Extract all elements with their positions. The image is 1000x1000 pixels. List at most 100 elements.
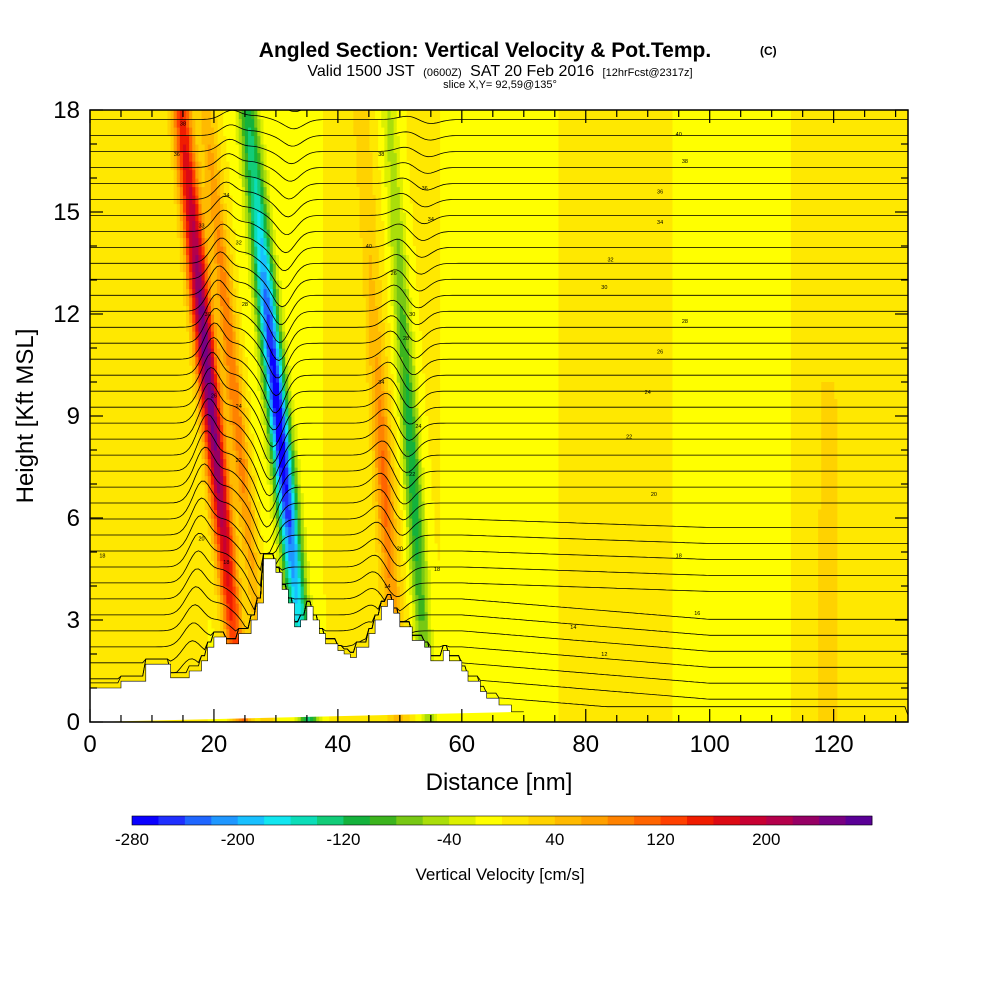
velocity-cell (449, 441, 454, 451)
velocity-cell (316, 458, 320, 468)
velocity-cell (412, 484, 416, 494)
velocity-cell (241, 254, 246, 264)
velocity-cell (319, 220, 323, 230)
velocity-cell (306, 441, 311, 451)
velocity-cell (263, 246, 268, 256)
velocity-cell (316, 450, 320, 460)
velocity-cell (223, 526, 227, 536)
velocity-cell (229, 127, 234, 137)
velocity-cell (421, 518, 426, 528)
velocity-cell (384, 144, 389, 154)
velocity-cell (198, 280, 203, 290)
velocity-cell (399, 280, 404, 290)
velocity-cell (235, 348, 240, 358)
velocity-cell (257, 407, 262, 417)
velocity-cell (282, 212, 286, 222)
velocity-cell (303, 611, 308, 621)
velocity-cell (192, 237, 196, 247)
velocity-cell (288, 416, 292, 426)
velocity-cell (443, 365, 447, 375)
velocity-cell (217, 594, 221, 604)
velocity-cell (303, 178, 308, 188)
velocity-cell (285, 305, 289, 315)
velocity-cell (313, 433, 317, 443)
velocity-cell (387, 212, 392, 222)
velocity-cell (260, 229, 265, 239)
velocity-cell (409, 501, 413, 511)
velocity-cell (402, 212, 407, 222)
velocity-cell (381, 152, 385, 162)
velocity-cell (418, 407, 423, 417)
velocity-cell (210, 127, 215, 137)
velocity-cell (316, 467, 320, 477)
velocity-cell (449, 373, 454, 383)
velocity-cell (437, 577, 441, 587)
velocity-cell (409, 314, 413, 324)
velocity-cell (406, 246, 410, 256)
velocity-cell (210, 339, 215, 349)
velocity-cell (316, 441, 320, 451)
velocity-cell (195, 212, 200, 222)
velocity-cell (306, 331, 311, 341)
velocity-cell (300, 569, 305, 579)
velocity-cell (378, 288, 382, 298)
velocity-cell (288, 543, 292, 553)
velocity-cell (220, 348, 224, 358)
velocity-cell (223, 382, 227, 392)
velocity-cell (272, 492, 277, 502)
velocity-cell (412, 450, 416, 460)
velocity-cell (248, 271, 252, 281)
velocity-cell (412, 297, 416, 307)
velocity-cell (446, 586, 451, 596)
velocity-cell (316, 305, 320, 315)
velocity-cell (396, 603, 401, 613)
velocity-cell (254, 399, 258, 409)
velocity-cell (189, 348, 193, 358)
velocity-cell (220, 407, 224, 417)
velocity-cell (446, 526, 451, 536)
velocity-cell (226, 586, 231, 596)
velocity-cell (365, 127, 370, 137)
velocity-cell (269, 152, 274, 162)
velocity-cell (430, 611, 435, 621)
velocity-cell (384, 450, 389, 460)
velocity-cell (182, 118, 187, 128)
velocity-cell (387, 305, 392, 315)
velocity-cell (176, 161, 181, 171)
velocity-cell (254, 178, 258, 188)
velocity-cell (241, 475, 246, 485)
velocity-cell (251, 543, 255, 553)
velocity-cell (232, 399, 237, 409)
velocity-cell (309, 416, 314, 426)
velocity-cell (254, 586, 258, 596)
velocity-cell (269, 178, 274, 188)
velocity-cell (390, 110, 395, 120)
velocity-cell (285, 178, 289, 188)
velocity-cell (384, 441, 389, 451)
velocity-cell (378, 458, 382, 468)
velocity-cell (213, 254, 218, 264)
velocity-cell (238, 450, 243, 460)
velocity-cell (260, 484, 265, 494)
velocity-cell (263, 339, 268, 349)
velocity-cell (226, 450, 231, 460)
velocity-cell (248, 135, 252, 145)
velocity-cell (257, 331, 262, 341)
velocity-cell (399, 220, 404, 230)
velocity-cell (282, 161, 286, 171)
velocity-cell (446, 263, 451, 273)
velocity-cell (402, 399, 407, 409)
velocity-cell (223, 467, 227, 477)
velocity-cell (297, 526, 302, 536)
velocity-cell (309, 569, 314, 579)
velocity-cell (418, 518, 423, 528)
velocity-cell (415, 467, 420, 477)
velocity-cell (275, 246, 280, 256)
velocity-cell (263, 118, 268, 128)
velocity-cell (291, 254, 296, 264)
velocity-cell (300, 399, 305, 409)
velocity-cell (192, 297, 196, 307)
velocity-cell (309, 492, 314, 502)
velocity-cell (449, 492, 454, 502)
velocity-cell (204, 339, 209, 349)
